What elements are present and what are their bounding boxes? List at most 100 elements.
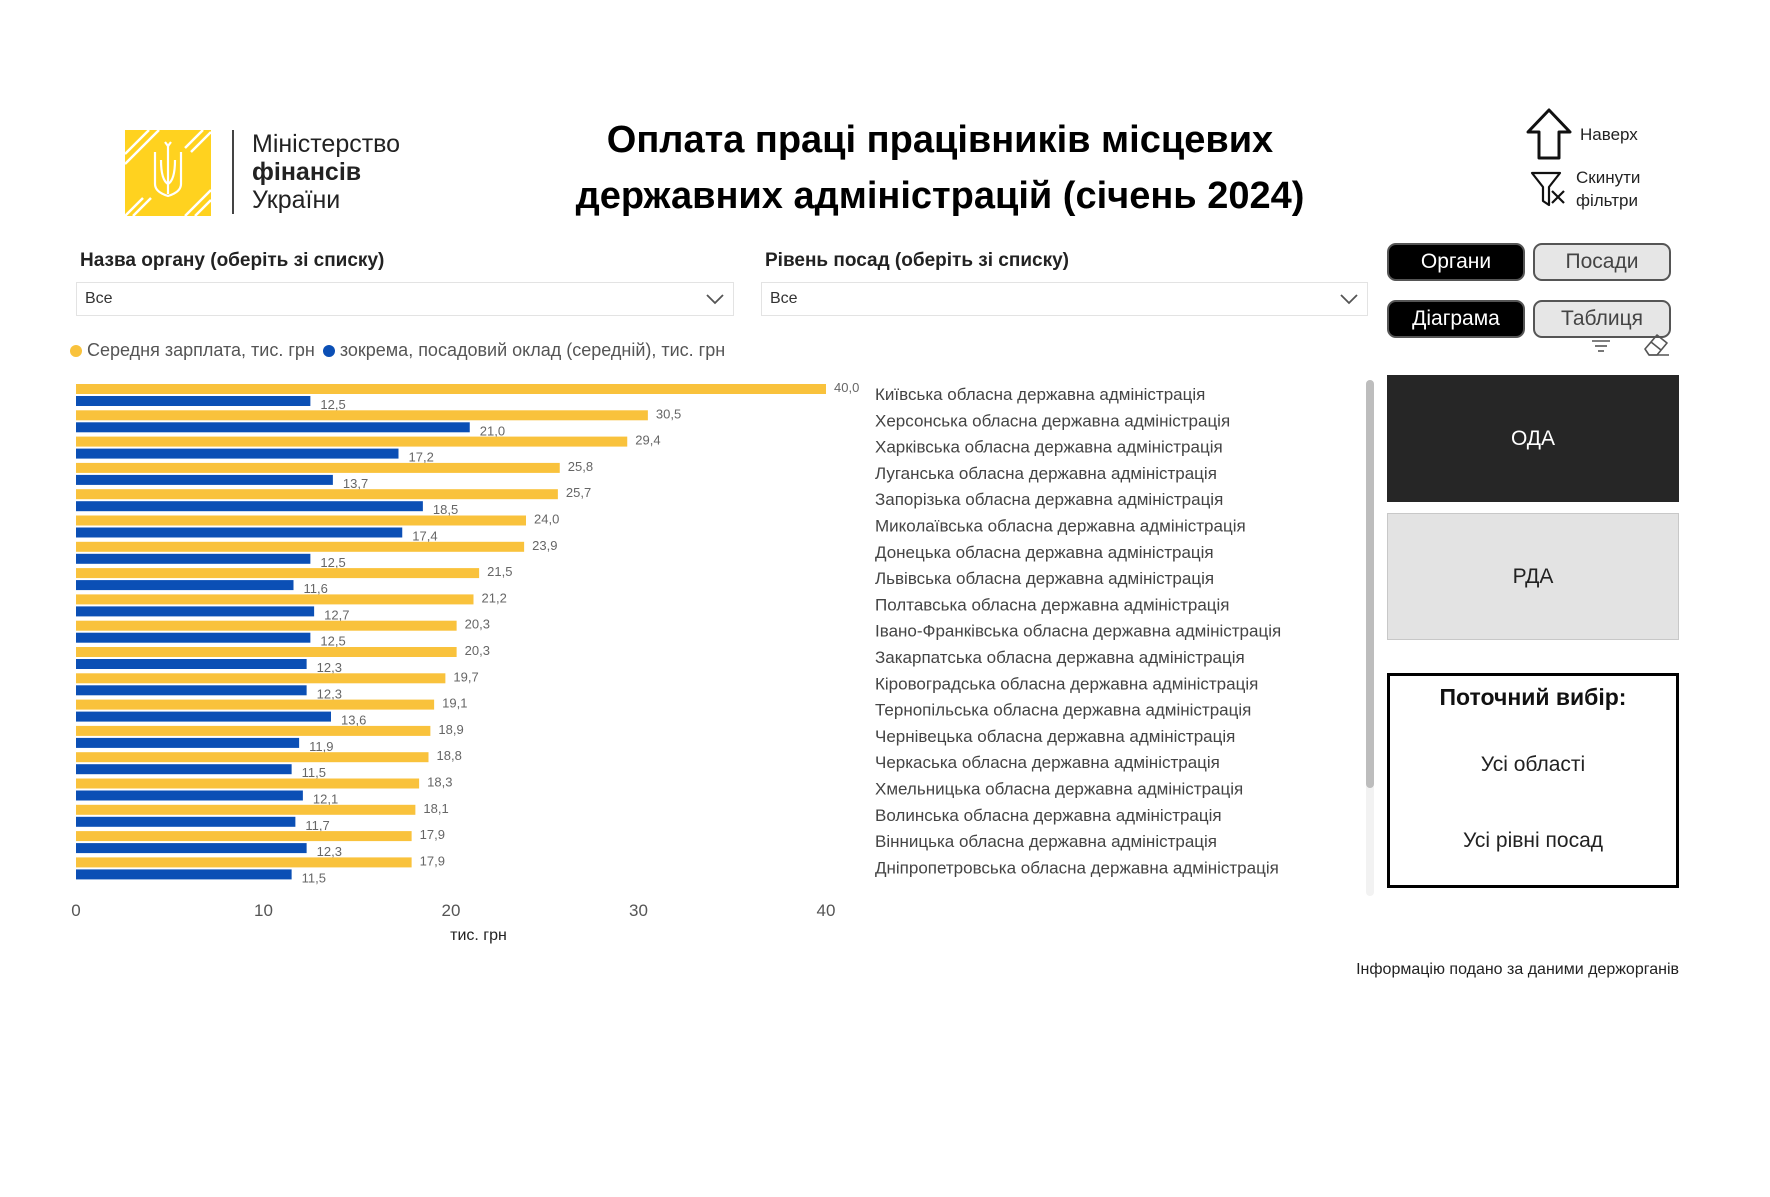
page-title-line-1: Оплата праці працівників місцевих — [606, 119, 1274, 161]
organ-filter-value: Все — [85, 290, 113, 307]
page-title: Оплата праці працівників місцевих держав… — [520, 112, 1360, 224]
logo-divider — [232, 130, 234, 214]
chart-scrollbar-thumb[interactable] — [1366, 380, 1374, 788]
salary-bar — [76, 462, 560, 473]
base-salary-bar — [76, 737, 300, 748]
salary-bar — [76, 515, 526, 526]
base-salary-data-label: 17,4 — [412, 529, 437, 544]
salary-data-label: 19,1 — [442, 696, 467, 711]
salary-bar — [76, 752, 429, 763]
base-salary-data-label: 11,5 — [302, 765, 326, 780]
chart-legend: Середня зарплата, тис. грн зокрема, поса… — [70, 340, 733, 361]
salary-data-label: 40,0 — [834, 380, 859, 395]
level-filter-dropdown[interactable]: Все — [761, 282, 1368, 316]
base-salary-data-label: 12,7 — [324, 607, 349, 622]
scroll-up-button[interactable]: Наверх — [1526, 108, 1638, 160]
chart-scrollbar[interactable] — [1366, 380, 1374, 896]
chevron-down-icon — [706, 294, 724, 305]
level-filter-value: Все — [770, 290, 798, 307]
legend-item-base: зокрема, посадовий оклад (середній), тис… — [322, 340, 726, 361]
level-filter-label: Рівень посад (оберіть зі списку) — [765, 250, 1069, 271]
base-salary-bar — [76, 527, 403, 538]
category-label: Запорізька обласна державна адміністраці… — [875, 490, 1223, 509]
salary-data-label: 21,2 — [482, 590, 507, 605]
base-salary-bar — [76, 711, 331, 722]
legend-salary-swatch — [70, 344, 82, 357]
chevron-down-icon — [1340, 294, 1358, 305]
x-axis-title: тис. грн — [450, 927, 507, 944]
salary-data-label: 19,7 — [453, 669, 478, 684]
legend-item-salary: Середня зарплата, тис. грн — [70, 340, 315, 361]
salary-bar — [76, 699, 435, 710]
salary-data-label: 21,5 — [487, 564, 512, 579]
eraser-icon[interactable] — [1641, 331, 1671, 362]
legend-salary-label: Середня зарплата, тис. грн — [87, 340, 315, 360]
base-salary-data-label: 11,6 — [304, 581, 328, 596]
organ-filter-label: Назва органу (оберіть зі списку) — [80, 250, 385, 271]
category-label: Кіровоградська обласна державна адмініст… — [875, 674, 1258, 693]
page-title-line-2: державних адміністрацій (січень 2024) — [575, 175, 1305, 217]
x-tick-label: 0 — [71, 901, 80, 920]
legend-base-swatch — [322, 344, 335, 357]
base-salary-data-label: 18,5 — [433, 502, 458, 517]
category-label: Закарпатська обласна державна адміністра… — [875, 648, 1245, 667]
salary-data-label: 23,9 — [532, 538, 557, 553]
reset-filters-label-line-1: Скинути — [1576, 168, 1641, 187]
oda-tile-button[interactable]: ОДА — [1387, 375, 1679, 502]
category-label: Миколаївська обласна державна адміністра… — [875, 517, 1246, 536]
salary-bar — [76, 620, 457, 631]
base-salary-bar — [76, 396, 311, 406]
clear-filter-icon — [1530, 171, 1565, 207]
ministry-line-2: фінансів — [252, 158, 362, 186]
x-tick-label: 10 — [254, 901, 273, 920]
table-view-button[interactable]: Таблиця — [1533, 300, 1671, 338]
ministry-line-1: Міністерство — [252, 130, 401, 158]
salary-data-label: 20,3 — [465, 643, 490, 658]
legend-base-label: зокрема, посадовий оклад (середній), тис… — [339, 340, 726, 360]
base-salary-data-label: 12,3 — [317, 844, 342, 859]
base-salary-data-label: 21,0 — [480, 423, 505, 438]
base-salary-bar — [76, 422, 470, 433]
reset-filters-button[interactable]: Скинути фільтри — [1530, 166, 1640, 212]
base-salary-bar — [76, 790, 303, 801]
base-salary-data-label: 12,5 — [320, 555, 345, 570]
arrow-up-icon — [1526, 108, 1572, 160]
base-salary-data-label: 12,1 — [313, 792, 338, 807]
salary-bar — [76, 647, 457, 657]
category-label: Львівська обласна державна адміністрація — [875, 569, 1214, 588]
organs-toggle-button[interactable]: Органи — [1387, 243, 1525, 281]
rda-tile-button[interactable]: РДА — [1387, 513, 1679, 640]
category-label: Полтавська обласна державна адміністраці… — [875, 595, 1230, 614]
salary-bar — [76, 489, 558, 500]
salary-data-label: 18,8 — [437, 748, 462, 763]
base-salary-bar — [76, 553, 311, 564]
salary-bar — [76, 568, 480, 579]
salary-bar — [76, 541, 525, 552]
base-salary-bar — [76, 632, 311, 643]
base-salary-bar — [76, 580, 294, 591]
base-salary-data-label: 13,7 — [343, 476, 368, 491]
filter-lines-icon[interactable] — [1590, 338, 1612, 359]
reset-filters-label: Скинути фільтри — [1576, 166, 1640, 212]
source-note: Інформацію подано за даними держорганів — [1356, 961, 1679, 978]
base-salary-data-label: 11,9 — [309, 739, 333, 754]
salary-bar — [76, 857, 412, 868]
category-label: Івано-Франківська обласна державна адмін… — [875, 622, 1281, 641]
ministry-name: Міністерство фінансів України — [252, 130, 400, 214]
salary-data-label: 20,3 — [465, 617, 490, 632]
positions-toggle-button[interactable]: Посади — [1533, 243, 1671, 281]
base-salary-bar — [76, 685, 307, 696]
ministry-line-3: України — [252, 186, 341, 214]
salary-data-label: 17,9 — [420, 853, 445, 868]
category-label: Хмельницька обласна державна адміністрац… — [875, 780, 1243, 799]
category-label: Херсонська обласна державна адміністраці… — [875, 411, 1230, 430]
salary-bar — [76, 725, 431, 736]
organ-filter-dropdown[interactable]: Все — [76, 282, 734, 316]
salary-bar — [76, 436, 628, 447]
chart-view-button[interactable]: Діаграма — [1387, 300, 1525, 338]
current-selection-level: Усі рівні посад — [1462, 829, 1604, 852]
salary-bar — [76, 778, 420, 789]
current-selection-region: Усі області — [1480, 753, 1586, 776]
salary-data-label: 18,9 — [438, 722, 463, 737]
base-salary-bar — [76, 474, 333, 485]
